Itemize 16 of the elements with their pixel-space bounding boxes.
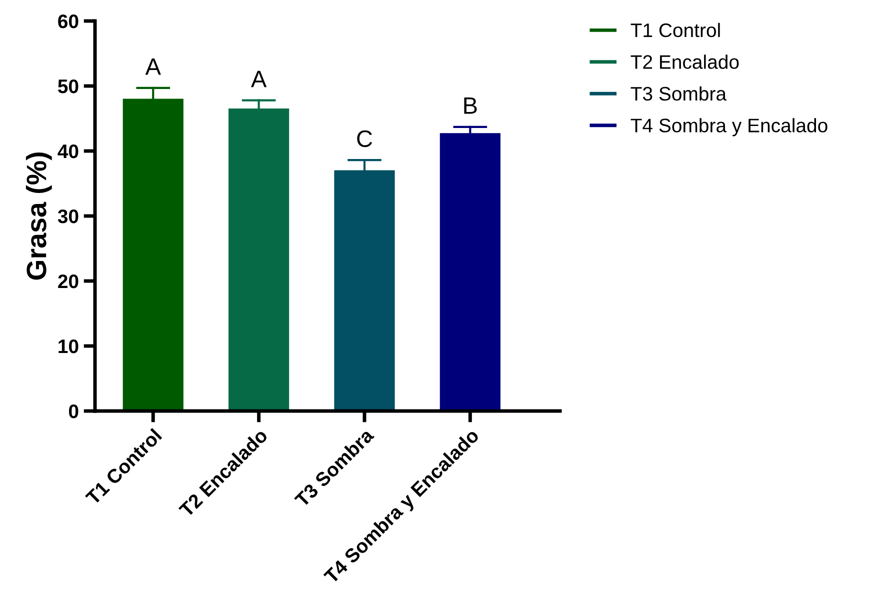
annotation: A (250, 70, 267, 88)
y-tick-label: 30 (58, 209, 78, 224)
y-tick-label: 60 (58, 14, 78, 28)
legend-label: T2 Encalado (630, 54, 739, 69)
legend-label: T3 Sombra (630, 86, 727, 101)
legend-label: T1 Control (630, 22, 720, 38)
y-axis-title: Grasa (%) (26, 152, 52, 280)
legend-label: T4 Sombra y Encalado (630, 118, 828, 136)
annotation: A (145, 58, 161, 75)
y-tick-label: 20 (58, 274, 78, 288)
annotation: C (357, 130, 372, 148)
y-tick-label: 50 (58, 79, 78, 94)
annotation: B (464, 97, 477, 114)
y-tick-label: 10 (58, 339, 78, 354)
y-tick-label: 40 (58, 144, 78, 158)
y-tick-label: 0 (68, 404, 78, 418)
